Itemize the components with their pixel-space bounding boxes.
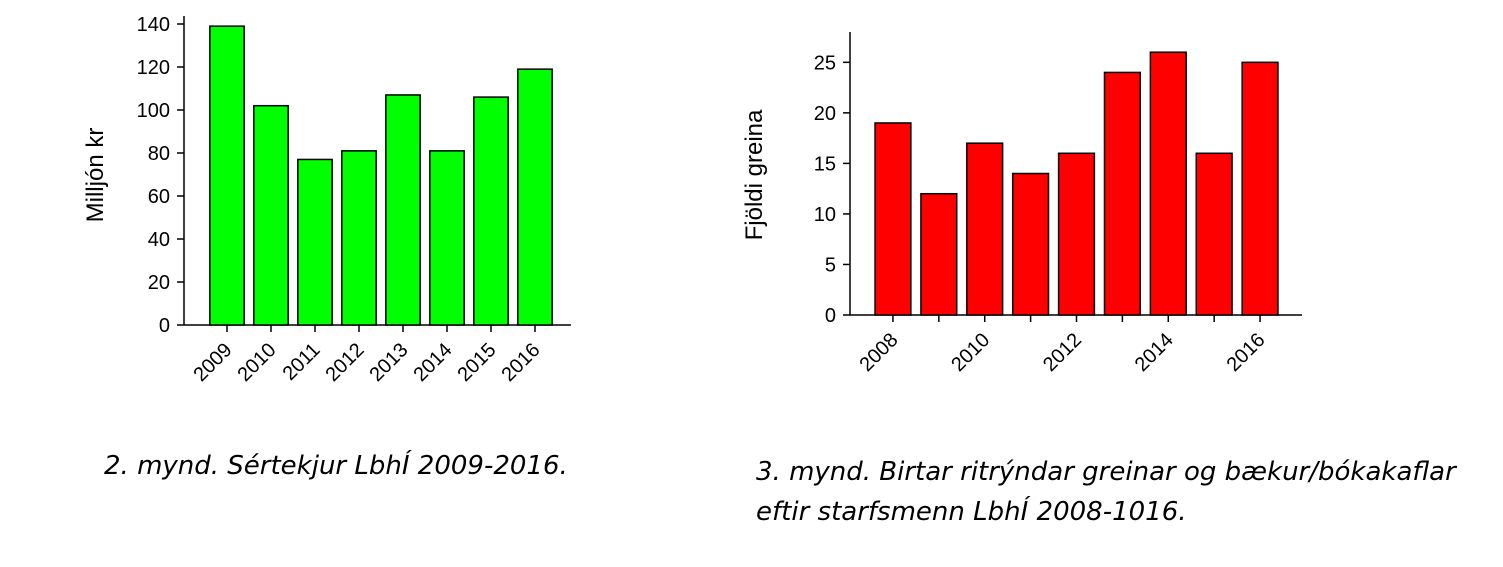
x-tick-label: 2015 bbox=[454, 339, 501, 386]
bar-2011 bbox=[297, 158, 333, 326]
x-tick-label: 2009 bbox=[190, 339, 237, 386]
y-tick-label: 80 bbox=[148, 143, 170, 165]
x-tick-label: 2008 bbox=[855, 329, 902, 376]
publications-bar-chart: 0 5 10 15 20 25 Fjöldi greina 2008 2010 2012 2014 2… bbox=[741, 32, 1302, 376]
x-tick-label: 2012 bbox=[1039, 329, 1086, 376]
x-tick-label: 2016 bbox=[498, 339, 545, 386]
bar-2008 bbox=[874, 122, 912, 316]
y-tick-label: 20 bbox=[814, 103, 836, 125]
bar-2016 bbox=[517, 68, 553, 326]
bar-2010 bbox=[966, 142, 1004, 316]
x-tick-label: 2011 bbox=[279, 339, 325, 385]
bar-2010 bbox=[253, 104, 289, 326]
x-tick-label: 2012 bbox=[322, 339, 369, 386]
y-tick-label: 0 bbox=[825, 305, 836, 327]
bar-2012 bbox=[341, 150, 377, 326]
bar-2009 bbox=[920, 192, 958, 316]
revenue-bar-chart: 0 20 40 60 80 100 120 140 Milljón kr 200920102011… bbox=[82, 14, 571, 386]
y-tick-label: 15 bbox=[814, 153, 836, 175]
bar-2014 bbox=[429, 150, 465, 326]
y-tick-label: 10 bbox=[814, 204, 836, 226]
y-tick-label: 120 bbox=[137, 57, 170, 79]
y-tick-label: 5 bbox=[825, 254, 836, 276]
bar-2009 bbox=[209, 25, 245, 326]
bar-2014 bbox=[1149, 51, 1187, 316]
figure-3-caption: 3. mynd. Birtar ritrýndar greinar og bæk… bbox=[756, 452, 1456, 532]
y-tick-label: 140 bbox=[137, 14, 170, 36]
figure-2-caption-text: 2. mynd. Sértekjur LbhÍ 2009-2016. bbox=[104, 451, 568, 481]
figure-2-caption: 2. mynd. Sértekjur LbhÍ 2009-2016. bbox=[104, 446, 568, 486]
x-tick-label: 2013 bbox=[366, 339, 413, 386]
bar-2015 bbox=[1195, 152, 1233, 316]
y-tick-label: 20 bbox=[148, 272, 170, 294]
y-tick-label: 0 bbox=[159, 315, 170, 337]
x-tick-label: 2014 bbox=[1131, 329, 1178, 376]
bar-2015 bbox=[473, 96, 509, 326]
bar-2011 bbox=[1011, 172, 1050, 316]
figure-3-caption-line-1: 3. mynd. Birtar ritrýndar greinar og bæk… bbox=[756, 457, 1456, 487]
x-tick-label: 2010 bbox=[947, 329, 994, 376]
y-axis-title: Fjöldi greina bbox=[741, 109, 768, 240]
bar-2013 bbox=[1103, 71, 1142, 316]
x-tick-label: 2014 bbox=[410, 339, 457, 386]
figure-3-caption-line-2: eftir starfsmenn LbhÍ 2008-1016. bbox=[756, 497, 1187, 527]
x-tick-label: 2016 bbox=[1223, 329, 1270, 376]
y-tick-label: 25 bbox=[814, 52, 836, 74]
bar-2013 bbox=[385, 94, 421, 326]
bar-2012 bbox=[1057, 152, 1096, 316]
x-tick-label: 2010 bbox=[234, 339, 281, 386]
bar-2016 bbox=[1241, 61, 1279, 316]
y-tick-label: 40 bbox=[148, 229, 170, 251]
y-tick-label: 60 bbox=[148, 186, 170, 208]
y-tick-label: 100 bbox=[137, 100, 170, 122]
y-axis-title: Milljón kr bbox=[82, 128, 109, 223]
